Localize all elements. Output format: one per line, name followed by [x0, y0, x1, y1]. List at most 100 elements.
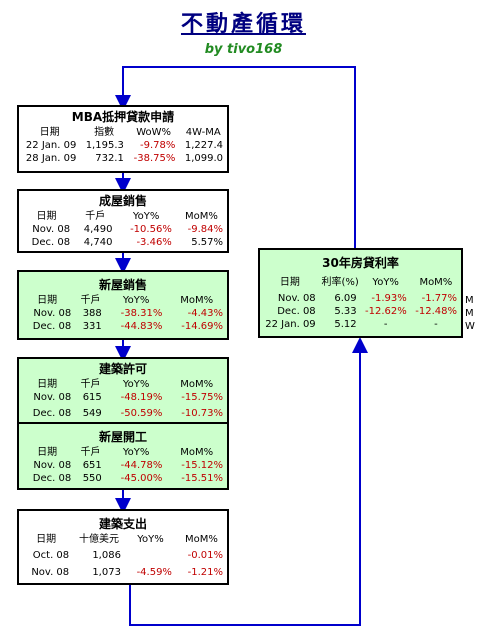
- value-cell: 1,195.3: [85, 140, 124, 151]
- table-row: Dec. 08 550 -45.00% -15.51%: [19, 472, 227, 485]
- table-row: Dec. 08 331 -44.83% -14.69%: [19, 320, 227, 333]
- change-cell: -15.12%: [181, 460, 223, 471]
- change-cell: -15.75%: [181, 392, 223, 403]
- construction-spending-box: 建築支出 日期 十億美元 YoY% MoM% Oct. 08 1,086 -0.…: [17, 509, 229, 585]
- table-row: 22 Jan. 09 1,195.3 -9.78% 1,227.4: [19, 139, 227, 152]
- header-cell: 千戶: [85, 211, 106, 222]
- box-title: 建築支出: [98, 517, 147, 531]
- header-cell: MoM%: [185, 534, 218, 545]
- frequency-label: W: [465, 321, 475, 332]
- header-cell: YoY%: [122, 447, 150, 458]
- header-cell: 日期: [37, 379, 58, 390]
- value-cell: 5.33: [334, 306, 357, 317]
- mortgage-table: 日期 利率(%) YoY% MoM% Nov. 08 6.09 -1.93% -…: [260, 276, 461, 331]
- header-cell: WoW%: [136, 127, 172, 138]
- value-cell: 5.12: [334, 319, 357, 330]
- value-cell: 732.1: [95, 153, 124, 164]
- existing-table: 日期 千戶 YoY% MoM% Nov. 08 4,490 -10.56% -9…: [19, 210, 227, 249]
- header-cell: 日期: [37, 295, 58, 306]
- mortgage-rate-box: 30年房貸利率 日期 利率(%) YoY% MoM% Nov. 08 6.09 …: [258, 248, 463, 338]
- change-cell: -12.62%: [365, 306, 407, 317]
- header-cell: 千戶: [80, 447, 101, 458]
- value-cell: 388: [82, 308, 102, 319]
- value-cell: 550: [82, 473, 102, 484]
- value-cell: 6.09: [334, 293, 357, 304]
- header-cell: MoM%: [419, 277, 453, 288]
- table-row: 28 Jan. 09 732.1 -38.75% 1,099.0: [19, 152, 227, 165]
- change-cell: -38.31%: [120, 308, 163, 319]
- change-cell: -4.59%: [136, 567, 172, 578]
- table-row: 22 Jan. 09 5.12 - -: [260, 318, 461, 331]
- date-cell: Nov. 08: [33, 308, 72, 319]
- header-cell: 利率(%): [321, 277, 359, 288]
- change-cell: -15.51%: [181, 473, 223, 484]
- header-cell: 千戶: [80, 379, 101, 390]
- table-header-row: 日期 千戶 YoY% MoM%: [19, 210, 227, 223]
- change-cell: -45.00%: [120, 473, 163, 484]
- value-cell: 549: [82, 408, 102, 419]
- header-cell: MoM%: [180, 379, 214, 390]
- box-title: 新屋銷售: [98, 278, 147, 292]
- date-cell: Dec. 08: [31, 237, 71, 248]
- box-title: 建築許可: [98, 362, 147, 376]
- date-cell: Nov. 08: [277, 293, 316, 304]
- header-cell: YoY%: [122, 295, 150, 306]
- date-cell: Oct. 08: [32, 550, 70, 561]
- existing-home-sales-box: 成屋銷售 日期 千戶 YoY% MoM% Nov. 08 4,490 -10.5…: [17, 189, 229, 253]
- table-row: Oct. 08 1,086 -0.01%: [19, 546, 227, 562]
- table-header-row: 日期 指數 WoW% 4W-MA: [19, 126, 227, 139]
- value-cell: 1,227.4: [184, 140, 223, 151]
- change-cell: -48.19%: [120, 392, 163, 403]
- date-cell: Nov. 08: [32, 224, 71, 235]
- change-cell: -0.01%: [187, 550, 223, 561]
- table-header-row: 日期 千戶 YoY% MoM%: [19, 446, 227, 459]
- change-cell: -44.78%: [120, 460, 163, 471]
- housing-starts-box: 新屋開工 日期 千戶 YoY% MoM% Nov. 08 651 -44.78%…: [17, 422, 229, 490]
- header-cell: 日期: [39, 127, 60, 138]
- box-title: MBA抵押貸款申請: [71, 110, 175, 124]
- frequency-label: M: [465, 308, 474, 319]
- header-cell: YoY%: [122, 379, 150, 390]
- box-title: 30年房貸利率: [322, 256, 399, 270]
- table-row: Dec. 08 4,740 -3.46% 5.57%: [19, 236, 227, 249]
- permits-table: 日期 千戶 YoY% MoM% Nov. 08 615 -48.19% -15.…: [19, 378, 227, 420]
- date-cell: Nov. 08: [33, 460, 72, 471]
- header-cell: YoY%: [372, 277, 399, 288]
- change-cell: -9.84%: [187, 224, 223, 235]
- header-cell: 日期: [36, 211, 57, 222]
- change-cell: -10.73%: [181, 408, 223, 419]
- header-cell: 日期: [279, 277, 300, 288]
- header-cell: 指數: [94, 127, 115, 138]
- header-cell: MoM%: [180, 295, 214, 306]
- value-cell: 4,490: [83, 224, 113, 235]
- change-cell: -38.75%: [133, 153, 176, 164]
- header-cell: 千戶: [80, 295, 101, 306]
- change-cell: -1.21%: [187, 567, 223, 578]
- date-cell: Nov. 08: [33, 392, 72, 403]
- change-cell: -1.77%: [421, 293, 457, 304]
- change-cell: -12.48%: [415, 306, 457, 317]
- change-cell: -: [434, 319, 438, 330]
- change-cell: -44.83%: [120, 321, 163, 332]
- change-cell: -4.43%: [187, 308, 223, 319]
- value-cell: 651: [82, 460, 102, 471]
- date-cell: 22 Jan. 09: [25, 140, 77, 151]
- change-cell: [125, 546, 176, 562]
- value-cell: 1,086: [92, 550, 121, 561]
- change-cell: -10.56%: [130, 224, 172, 235]
- table-row: Dec. 08 5.33 -12.62% -12.48%: [260, 305, 461, 318]
- header-cell: 日期: [36, 534, 57, 545]
- header-cell: 日期: [37, 447, 58, 458]
- table-header-row: 日期 利率(%) YoY% MoM%: [260, 276, 461, 289]
- date-cell: 28 Jan. 09: [25, 153, 77, 164]
- spending-table: 日期 十億美元 YoY% MoM% Oct. 08 1,086 -0.01% N…: [19, 533, 227, 579]
- table-row: Nov. 08 6.09 -1.93% -1.77%: [260, 289, 461, 305]
- new-home-sales-box: 新屋銷售 日期 千戶 YoY% MoM% Nov. 08 388 -38.31%…: [17, 270, 229, 340]
- header-cell: 十億美元: [79, 534, 120, 545]
- change-cell: -14.69%: [181, 321, 223, 332]
- date-cell: Dec. 08: [277, 306, 316, 317]
- author-byline: by tivo168: [204, 42, 283, 57]
- change-cell: -: [383, 319, 388, 330]
- table-header-row: 日期 十億美元 YoY% MoM%: [19, 533, 227, 546]
